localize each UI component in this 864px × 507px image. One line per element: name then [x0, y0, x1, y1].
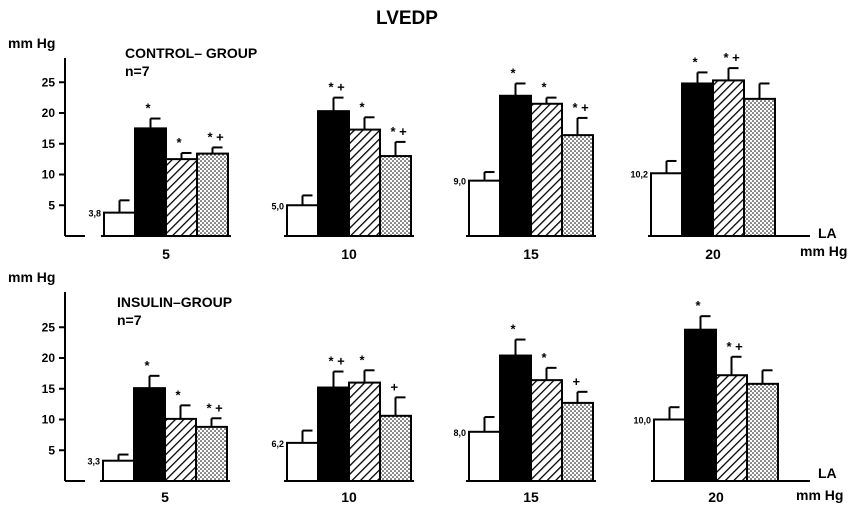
panel1-xlabel-line1: LA: [818, 225, 837, 241]
panel1-bar: [468, 179, 501, 237]
panel1-n-label: n=7: [125, 63, 150, 79]
panel1-category-label: 10: [341, 246, 357, 262]
panel2-y-tick-label: 10: [42, 413, 56, 427]
panel1-significance-marker: *: [542, 80, 548, 95]
panel2-value-label: 3,3: [87, 457, 100, 467]
panel2-significance-marker: * +: [207, 400, 224, 415]
panel1-significance-marker: *: [693, 54, 699, 69]
panel1-category-label: 5: [162, 246, 170, 262]
panel1-bar: [165, 158, 198, 237]
panel1-bar: [103, 211, 136, 238]
panel2-bar: [468, 430, 501, 482]
panel2-bar: [133, 387, 166, 483]
panel2-bar: [102, 459, 135, 482]
panel2-significance-marker: +: [573, 374, 581, 389]
panel2-y-tick-label: 25: [42, 320, 56, 334]
panel2-bar: [195, 425, 228, 483]
panel2-bar: [379, 414, 412, 482]
panel2-significance-marker: *: [145, 358, 151, 373]
panel1-value-label: 3,8: [88, 209, 101, 219]
panel1-value-label: 5,0: [271, 201, 284, 211]
panel2-bar: [499, 354, 532, 483]
panel1-y-tick-label: 5: [48, 198, 55, 212]
panel1-bar: [286, 204, 319, 237]
panel1-bar: [712, 79, 745, 237]
panel1-significance-marker: *: [146, 101, 152, 116]
panel1-bar: [348, 128, 381, 237]
panel1-significance-marker: * +: [573, 100, 590, 115]
panel1-y-tick-label: 10: [42, 168, 56, 182]
panel2-bar: [317, 386, 350, 482]
panel2-xlabel-line2: mm Hg: [796, 487, 843, 503]
panel1-bar: [530, 102, 563, 238]
panel2-ylabel: mm Hg: [8, 269, 55, 285]
panel1-category-label: 20: [705, 246, 721, 262]
panel1-bar: [743, 97, 776, 238]
panel1-y-tick-label: 15: [42, 137, 56, 151]
panel1-y-tick-label: 20: [42, 106, 56, 120]
panel2-y-tick-label: 20: [42, 351, 56, 365]
panel2-bar: [286, 441, 319, 482]
panel2-category-label: 20: [708, 489, 724, 505]
panel2-n-label: n=7: [117, 312, 142, 328]
chart-title: LVEDP: [376, 8, 438, 29]
panel1-value-label: 9,0: [453, 177, 466, 187]
panel1-significance-marker: * +: [391, 124, 408, 139]
panel2-significance-marker: *: [542, 350, 548, 365]
panel2-y-tick-label: 15: [42, 382, 56, 396]
panel2-value-label: 10,0: [633, 416, 651, 426]
panel2-bar: [530, 379, 563, 483]
panel1-bar: [681, 82, 714, 238]
panel2-bar: [653, 418, 686, 482]
panel1-significance-marker: *: [177, 135, 183, 150]
panel2-value-label: 8,0: [453, 428, 466, 438]
panel1-ylabel: mm Hg: [8, 35, 55, 51]
panel1-group-title: CONTROL– GROUP: [125, 45, 257, 61]
panel2-significance-marker: * +: [329, 354, 346, 369]
panel1-significance-marker: * +: [329, 80, 346, 95]
panel2-y-tick-label: 5: [48, 443, 55, 457]
panel2-significance-marker: *: [176, 387, 182, 402]
panel1-value-label: 10,2: [630, 169, 648, 179]
panel2-category-label: 10: [341, 489, 357, 505]
panel2-group-title: INSULIN–GROUP: [117, 294, 232, 310]
panel1-bar: [650, 172, 683, 238]
panel2-bar: [561, 401, 594, 482]
panel1-bar: [196, 152, 229, 237]
panel1-xlabel-line2: mm Hg: [800, 243, 847, 259]
panel2-bar: [684, 328, 717, 482]
panel1-bar: [499, 94, 532, 237]
panel2-xlabel-line1: LA: [818, 465, 837, 481]
panel2-value-label: 6,2: [271, 439, 284, 449]
panel1-bar: [379, 155, 412, 237]
panel2-significance-marker: *: [360, 352, 366, 367]
panel2-significance-marker: *: [511, 322, 517, 337]
panel2-bar: [164, 417, 197, 483]
panel2-category-label: 5: [161, 489, 169, 505]
panel2-category-label: 15: [523, 489, 539, 505]
panel1-bar: [317, 110, 350, 237]
panel1-significance-marker: *: [511, 65, 517, 80]
panel2-bar: [348, 381, 381, 483]
panel1-category-label: 15: [523, 246, 539, 262]
panel2-significance-marker: +: [391, 379, 399, 394]
panel1-significance-marker: *: [360, 99, 366, 114]
panel1-significance-marker: * +: [724, 50, 741, 65]
panel1-significance-marker: * +: [208, 129, 225, 144]
panel1-bar: [561, 134, 594, 237]
panel2-bar: [746, 382, 779, 482]
panel2-significance-marker: * +: [727, 339, 744, 354]
panel1-bar: [134, 127, 167, 237]
panel2-significance-marker: *: [696, 298, 702, 313]
panel2-bar: [715, 374, 748, 482]
panel1-y-tick-label: 25: [42, 75, 56, 89]
